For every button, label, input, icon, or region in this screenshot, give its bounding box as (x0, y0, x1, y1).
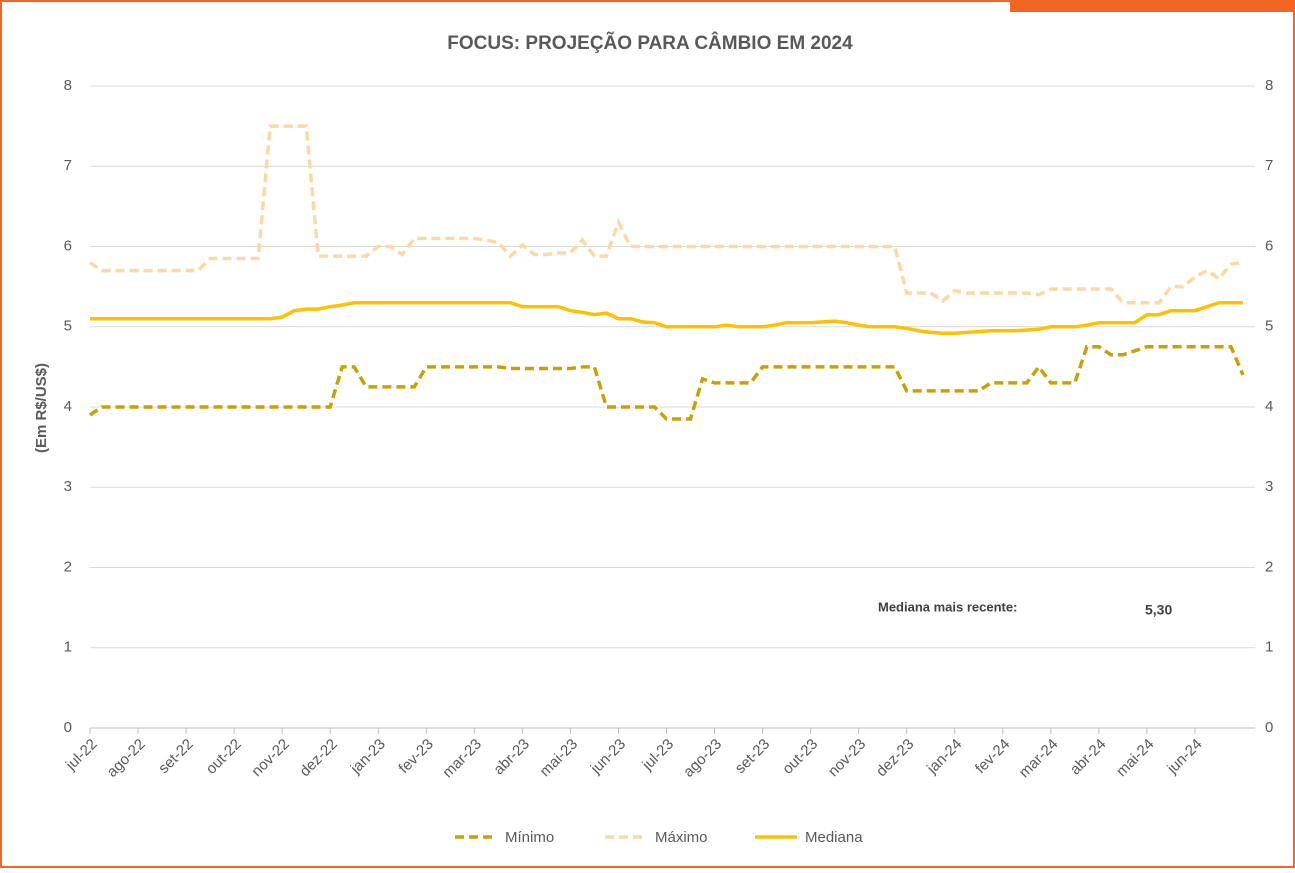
x-tick-label: jan-23 (347, 736, 389, 778)
y-tick-label: 2 (64, 558, 72, 575)
annotation: 5,30 (1145, 602, 1172, 618)
y2-tick-label: 2 (1265, 558, 1273, 575)
x-tick-label: mai-24 (1113, 736, 1157, 780)
y-tick-label: 5 (64, 318, 72, 335)
x-tick-label: fev-23 (395, 736, 437, 778)
y-tick-label: 4 (64, 398, 72, 415)
x-tick-label: out-22 (203, 736, 245, 778)
x-tick-label: dez-23 (873, 736, 917, 780)
x-tick-label: mar-23 (439, 736, 485, 782)
legend-label: Mediana (805, 829, 863, 846)
x-tick-label: set-22 (155, 736, 197, 778)
x-tick-label: abr-24 (1067, 736, 1110, 779)
y2-tick-label: 1 (1265, 639, 1273, 656)
x-tick-label: dez-22 (296, 736, 340, 780)
x-tick-label: jul-22 (62, 736, 101, 775)
y-tick-label: 6 (64, 237, 72, 254)
x-tick-label: nov-23 (825, 736, 869, 780)
y2-tick-label: 6 (1265, 237, 1273, 254)
y2-tick-label: 3 (1265, 478, 1273, 495)
chart-title: FOCUS: PROJEÇÃO PARA CÂMBIO EM 2024 (447, 32, 853, 54)
x-tick-label: jun-23 (587, 736, 629, 778)
y-tick-label: 1 (64, 639, 72, 656)
x-tick-label: out-23 (779, 736, 821, 778)
y2-tick-label: 0 (1265, 719, 1273, 736)
x-tick-label: mai-23 (537, 736, 581, 780)
y-axis-label: (Em R$/US$) (33, 363, 50, 453)
x-tick-label: set-23 (732, 736, 774, 778)
series-line (89, 345, 1245, 421)
x-tick-label: jul-23 (638, 736, 677, 775)
legend-label: Máximo (655, 829, 708, 846)
x-tick-label: ago-23 (680, 736, 725, 781)
y-tick-label: 3 (64, 478, 72, 495)
y2-tick-label: 7 (1265, 157, 1273, 174)
y2-tick-label: 4 (1265, 398, 1273, 415)
y-tick-label: 8 (64, 77, 72, 94)
x-tick-label: abr-23 (490, 736, 533, 779)
y-tick-label: 0 (64, 719, 72, 736)
x-tick-label: nov-22 (248, 736, 292, 780)
x-tick-label: ago-22 (104, 736, 149, 781)
legend-label: Mínimo (505, 829, 554, 846)
x-tick-label: mar-24 (1016, 736, 1062, 782)
y2-tick-label: 5 (1265, 318, 1273, 335)
series-line (89, 124, 1244, 305)
y2-tick-label: 8 (1265, 77, 1273, 94)
annotation: Mediana mais recente: (878, 599, 1017, 614)
x-tick-label: jan-24 (923, 736, 965, 778)
y-tick-label: 7 (64, 157, 72, 174)
corner-tab (1010, 0, 1295, 12)
x-tick-label: jun-24 (1163, 736, 1205, 778)
x-tick-label: fev-24 (972, 736, 1014, 778)
series-line (90, 300, 1243, 335)
